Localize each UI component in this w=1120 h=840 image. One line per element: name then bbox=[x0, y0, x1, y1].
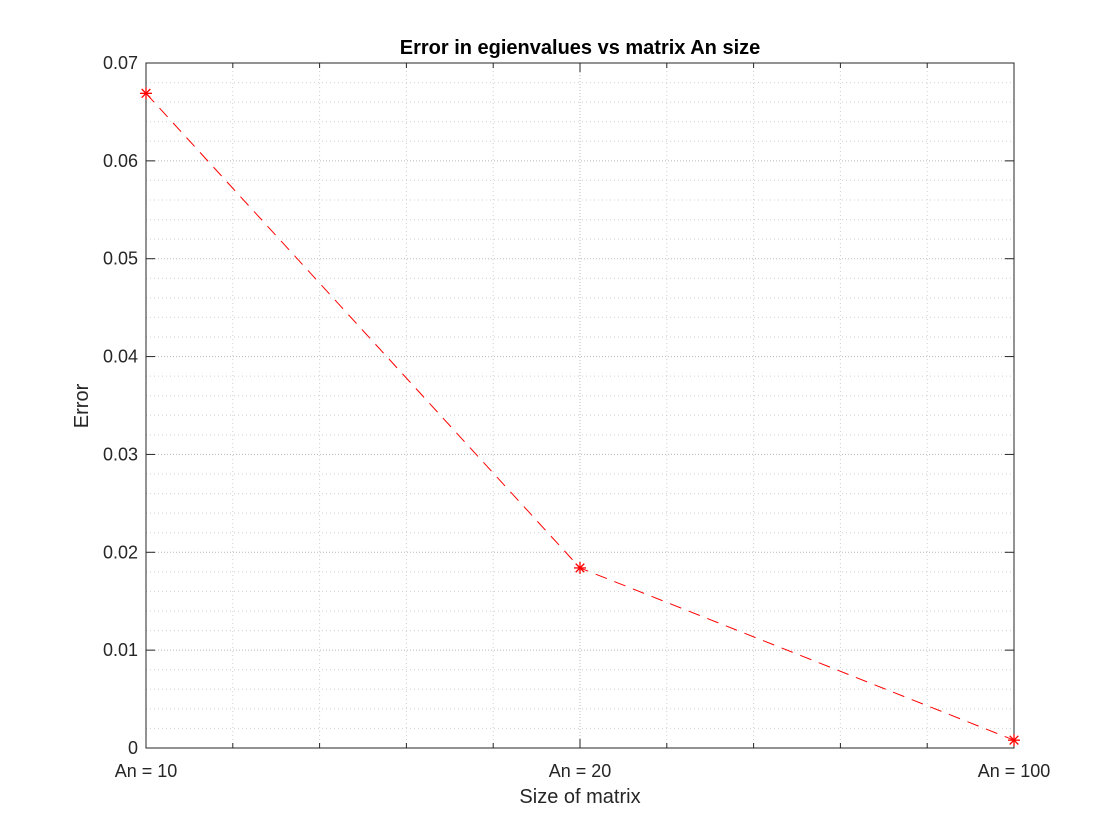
data-point-marker bbox=[140, 87, 152, 100]
x-tick-label: An = 10 bbox=[115, 761, 178, 781]
axis-ticks bbox=[145, 62, 1015, 749]
x-tick-label: An = 100 bbox=[978, 761, 1051, 781]
y-tick-label: 0.01 bbox=[103, 640, 138, 660]
x-tick-label: An = 20 bbox=[549, 761, 612, 781]
y-tick-labels: 0 0.01 0.02 0.03 0.04 0.05 0.06 0.07 bbox=[103, 53, 138, 758]
y-tick-label: 0.06 bbox=[103, 151, 138, 171]
x-tick-labels: An = 10 An = 20 An = 100 bbox=[115, 761, 1051, 781]
y-axis-title: Error bbox=[71, 383, 93, 428]
y-tick-label: 0.02 bbox=[103, 542, 138, 562]
minor-grid bbox=[146, 63, 1014, 748]
y-tick-label: 0 bbox=[128, 738, 138, 758]
data-point-marker bbox=[574, 561, 586, 574]
chart-title: Error in egienvalues vs matrix An size bbox=[400, 37, 761, 59]
y-tick-label: 0.07 bbox=[103, 53, 138, 73]
y-tick-label: 0.03 bbox=[103, 444, 138, 464]
data-point-marker bbox=[1008, 734, 1020, 747]
y-tick-label: 0.04 bbox=[103, 347, 138, 367]
series-layer bbox=[140, 87, 1020, 747]
x-axis-title: Size of matrix bbox=[519, 786, 640, 808]
y-tick-label: 0.05 bbox=[103, 249, 138, 269]
